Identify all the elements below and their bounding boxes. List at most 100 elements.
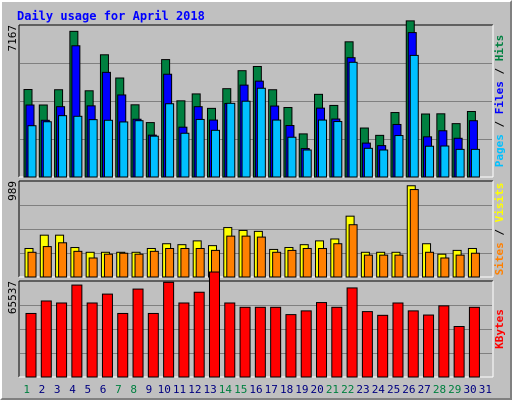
kbytes-bar-day-25 [392,302,404,378]
day-label-17: 17 [265,383,278,396]
kbytes-bar-day-16 [254,306,266,378]
sites-bar-day-9 [149,250,159,278]
pages-bar-day-26 [409,54,419,178]
sites-bar-day-15 [241,235,251,278]
pages-bar-day-21 [333,121,343,178]
sites-bar-day-1 [27,251,37,278]
chart-title: Daily usage for April 2018 [17,9,205,23]
kbytes-bar-day-2 [40,300,52,378]
pages-bar-day-10 [165,103,175,178]
day-label-21: 21 [326,383,339,396]
day-label-31: 31 [479,383,492,396]
pages-bar-day-3 [58,115,68,178]
sites-bar-day-6 [103,253,113,278]
day-label-15: 15 [234,383,247,396]
pages-bar-day-6 [103,119,113,178]
pages-bar-day-15 [241,100,251,178]
pages-bar-day-13 [210,129,220,178]
sites-bar-day-4 [73,250,83,278]
day-label-3: 3 [54,383,61,396]
kbytes-bar-day-26 [407,310,419,378]
day-label-6: 6 [100,383,107,396]
kbytes-legend: KBytes [493,309,506,349]
pages-bar-day-22 [348,61,358,178]
sites-bar-day-3 [58,242,68,278]
kbytes-bar-day-12 [193,291,205,378]
kbytes-bar-day-7 [117,312,129,378]
pages-bar-day-30 [470,148,480,178]
kbytes-bar-day-18 [285,314,297,378]
day-label-16: 16 [249,383,262,396]
pages-bar-day-12 [195,118,205,178]
kbytes-legend-kbytes: KBytes [493,309,506,349]
kbytes-bar-day-10 [163,281,175,378]
day-label-13: 13 [204,383,217,396]
visits-ymax-label: 989 [6,181,19,201]
day-label-7: 7 [115,383,122,396]
sites-bar-day-8 [134,253,144,278]
hits-legend-separator: / [493,61,506,81]
kbytes-bar-day-11 [178,302,190,378]
sites-bar-day-27 [425,251,435,278]
kbytes-bar-day-24 [377,314,389,378]
day-label-24: 24 [372,383,386,396]
sites-bar-day-20 [318,247,328,278]
day-label-2: 2 [39,383,46,396]
day-label-11: 11 [173,383,186,396]
pages-bar-day-25 [394,135,404,178]
day-label-10: 10 [158,383,171,396]
sites-bar-day-11 [180,247,190,278]
sites-bar-day-2 [42,246,52,278]
kbytes-bar-day-21 [331,306,343,378]
day-label-14: 14 [219,383,233,396]
sites-bar-day-19 [302,247,312,278]
pages-bar-day-7 [119,121,129,178]
kbytes-bar-day-23 [361,311,373,378]
pages-bar-day-18 [287,136,297,178]
day-label-27: 27 [418,383,431,396]
pages-bar-day-28 [440,145,450,178]
pages-bar-day-4 [73,115,83,178]
day-label-23: 23 [356,383,369,396]
pages-bar-day-8 [134,120,144,178]
day-label-19: 19 [295,383,308,396]
kbytes-bar-day-27 [423,314,435,378]
sites-bar-day-23 [363,254,373,278]
pages-bar-day-16 [256,87,266,178]
pages-bar-day-20 [318,119,328,178]
kbytes-bar-day-20 [316,302,328,378]
sites-bar-day-16 [256,236,266,278]
kbytes-bar-day-1 [25,312,37,378]
kbytes-bar-day-15 [239,306,251,378]
pages-bar-day-11 [180,132,190,178]
sites-bar-day-28 [440,257,450,278]
visits-legend-sites: Sites [493,242,506,275]
kbytes-bar-day-3 [56,302,68,378]
hits-legend-pages: Pages [493,134,506,167]
kbytes-bar-day-13 [208,271,220,378]
sites-bar-day-30 [470,252,480,278]
pages-bar-day-19 [302,149,312,178]
sites-bar-day-24 [379,254,389,278]
sites-bar-day-5 [88,257,98,278]
kbytes-bar-day-9 [147,312,159,378]
sites-bar-day-21 [333,243,343,278]
hits-legend-files: Files [493,81,506,114]
pages-bar-day-29 [455,148,465,178]
day-label-8: 8 [130,383,137,396]
kbytes-bar-day-5 [86,302,98,378]
day-label-1: 1 [23,383,30,396]
day-label-12: 12 [188,383,201,396]
day-label-28: 28 [433,383,446,396]
kbytes-bar-day-4 [71,284,83,378]
day-label-20: 20 [311,383,324,396]
kbytes-bar-day-28 [438,305,450,378]
pages-bar-day-17 [272,119,282,178]
sites-bar-day-12 [195,247,205,278]
pages-bar-day-2 [42,121,52,178]
day-label-25: 25 [387,383,400,396]
kbytes-bar-day-29 [453,326,465,378]
day-label-29: 29 [448,383,461,396]
visits-legend-visits: Visits [493,183,506,223]
